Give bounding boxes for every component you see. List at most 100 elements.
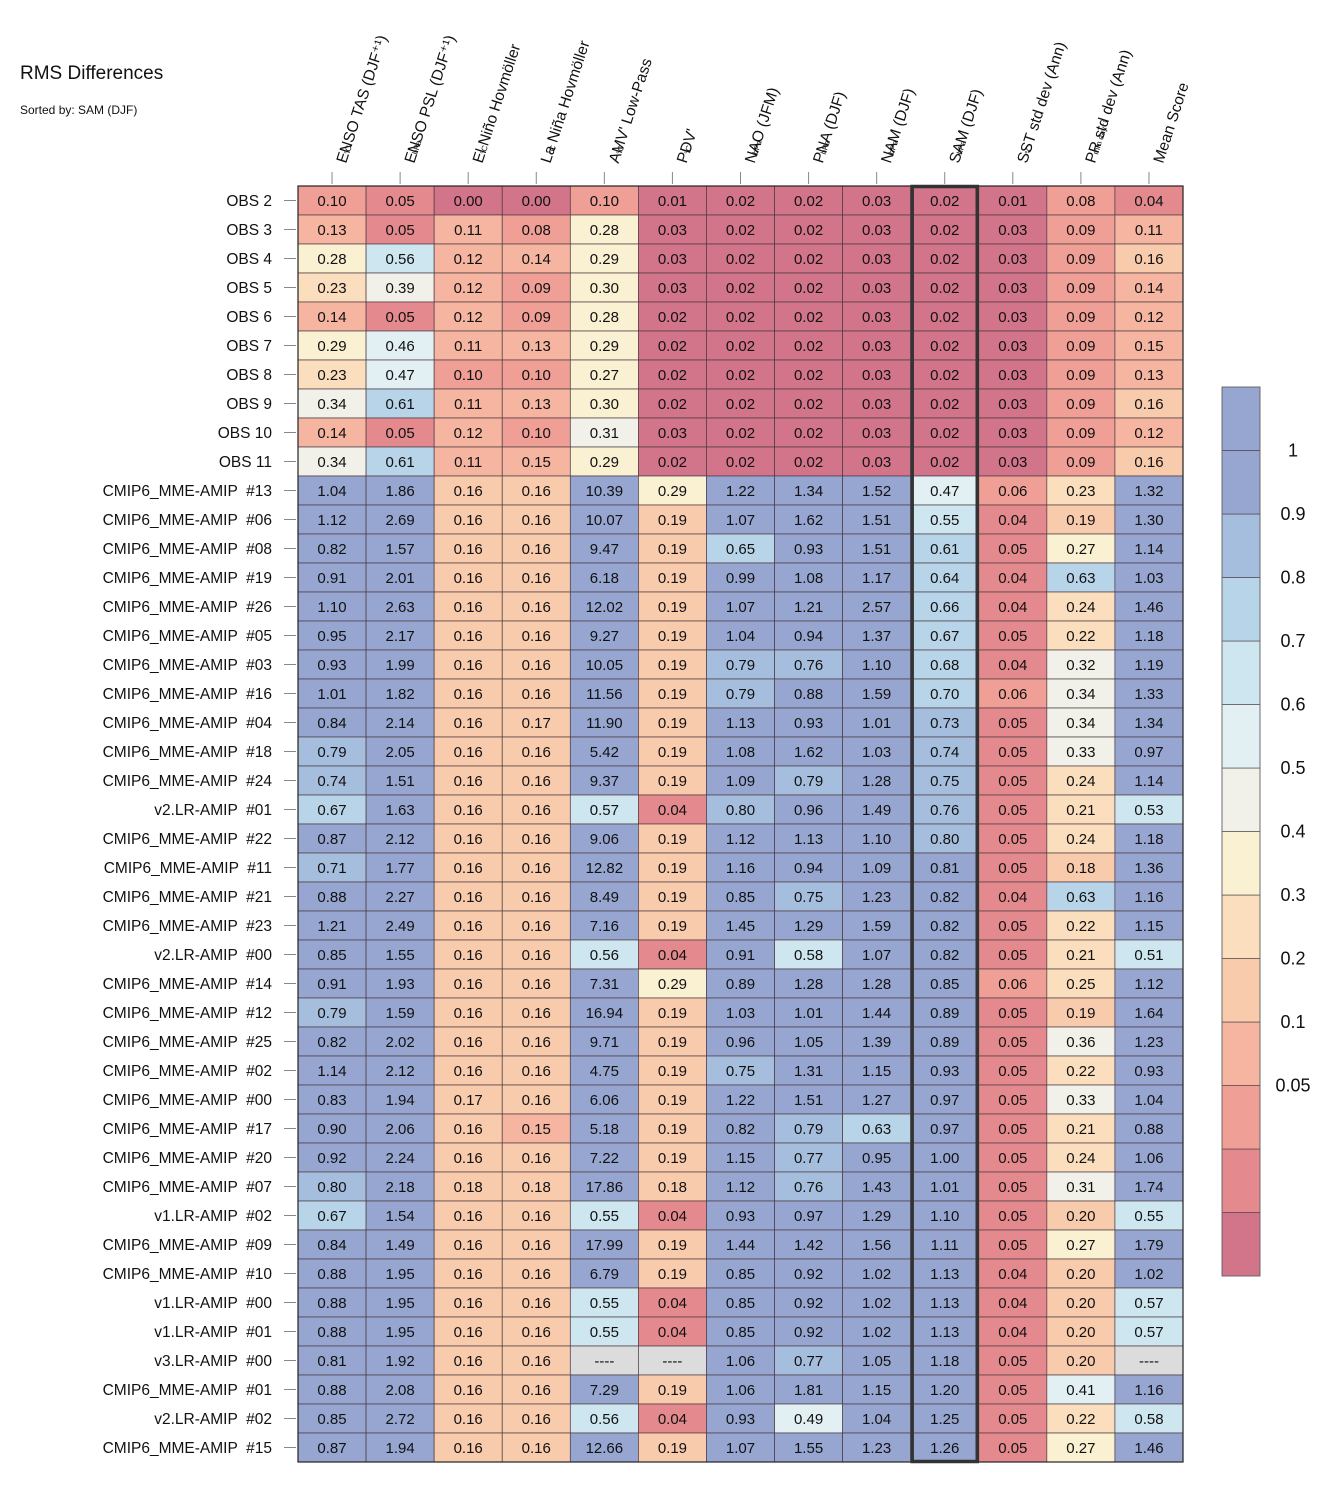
heatmap-cell — [910, 1084, 980, 1115]
cell-value-label: 1.46 — [1134, 599, 1163, 616]
cell-value-label: 0.28 — [590, 309, 619, 326]
cell-value-label: 10.05 — [586, 657, 624, 674]
cell-value-label: 0.19 — [658, 1121, 687, 1138]
heatmap-cell — [1114, 1432, 1184, 1463]
cell-value-label: 0.19 — [658, 657, 687, 674]
cell-value-label: 1.59 — [862, 918, 891, 935]
cell-value-label: 0.90 — [317, 1121, 346, 1138]
heatmap-cell — [842, 1403, 912, 1434]
cell-value-label: 1.13 — [794, 831, 823, 848]
heatmap-cell — [1114, 1345, 1184, 1376]
heatmap-cell — [1114, 881, 1184, 912]
cell-value-label: 0.15 — [1134, 338, 1163, 355]
heatmap-cell — [297, 591, 367, 622]
heatmap-cell — [297, 765, 367, 796]
cell-value-label: 0.28 — [317, 251, 346, 268]
cell-value-label: 0.05 — [998, 860, 1027, 877]
cell-value-label: 0.05 — [998, 1382, 1027, 1399]
cell-value-label: 0.16 — [454, 1034, 483, 1051]
cell-value-label: 0.25 — [1066, 976, 1095, 993]
heatmap-cell — [433, 1142, 503, 1173]
cell-value-label: 1.44 — [726, 1237, 755, 1254]
cell-value-label: 2.14 — [386, 715, 415, 732]
heatmap-cell — [1114, 1026, 1184, 1057]
heatmap-cell — [842, 504, 912, 535]
heatmap-cell — [978, 359, 1048, 390]
cell-value-label: 0.16 — [522, 1237, 551, 1254]
cell-value-label: 0.74 — [317, 773, 346, 790]
heatmap-cell — [1114, 968, 1184, 999]
cell-value-label: 1.51 — [862, 541, 891, 558]
cell-value-label: 0.05 — [998, 1237, 1027, 1254]
cell-value-label: 0.88 — [1134, 1121, 1163, 1138]
heatmap-cell — [978, 214, 1048, 245]
heatmap-cell — [297, 1287, 367, 1318]
cell-value-label: 0.96 — [726, 1034, 755, 1051]
heatmap-cell — [774, 1432, 843, 1463]
heatmap-cell — [1046, 446, 1116, 477]
heatmap-cell — [842, 620, 912, 651]
cell-value-label: 0.03 — [998, 454, 1027, 471]
cell-value-label: 0.16 — [522, 657, 551, 674]
row-label: CMIP6_MME-AMIP #11 — [104, 860, 272, 877]
heatmap-cell — [433, 1084, 503, 1115]
heatmap-cell — [569, 1403, 639, 1434]
heatmap-cell — [569, 939, 639, 970]
cell-value-label: 0.74 — [930, 744, 959, 761]
sorted-column-highlight — [910, 184, 980, 1464]
heatmap-cell — [706, 620, 775, 651]
cell-value-label: 0.05 — [998, 1208, 1027, 1225]
cell-value-label: 0.03 — [862, 367, 891, 384]
cell-value-label: 0.21 — [1066, 947, 1095, 964]
row-label: CMIP6_MME-AMIP #15 — [103, 1440, 272, 1457]
cell-value-label: 1.06 — [726, 1382, 755, 1399]
heatmap-cell — [569, 417, 639, 448]
heatmap-cell — [433, 1432, 503, 1463]
cell-value-label: 0.19 — [658, 1150, 687, 1167]
heatmap-cell — [1114, 591, 1184, 622]
heatmap-cell — [501, 1345, 571, 1376]
cell-value-label: 0.19 — [658, 831, 687, 848]
heatmap-cell — [365, 1171, 435, 1202]
cell-value-label: 0.05 — [998, 1411, 1027, 1428]
heatmap-cell — [433, 707, 503, 738]
heatmap-cell — [1114, 446, 1184, 477]
cell-value-label: 0.13 — [522, 338, 551, 355]
heatmap-cell — [433, 1229, 503, 1260]
column-header-label: Mean Score — [1151, 80, 1193, 165]
cell-value-label: 0.19 — [658, 1440, 687, 1457]
cell-value-label: 1.26 — [930, 1440, 959, 1457]
heatmap-cell — [842, 649, 912, 680]
heatmap-cell — [569, 881, 639, 912]
cell-value-label: 1.13 — [930, 1324, 959, 1341]
cell-value-label: 1.14 — [1134, 773, 1163, 790]
colorbar-swatch — [1221, 1021, 1261, 1086]
cell-value-label: 0.02 — [930, 425, 959, 442]
cell-value-label: 1.94 — [386, 1440, 415, 1457]
cell-value-label: 1.10 — [862, 657, 891, 674]
cell-value-label: 0.03 — [998, 367, 1027, 384]
cell-value-label: 12.82 — [586, 860, 624, 877]
cell-value-label: 1.16 — [1134, 1382, 1163, 1399]
colorbar-swatch — [1221, 1085, 1261, 1150]
cell-value-label: 1.11 — [931, 1237, 959, 1254]
colorbar-swatch — [1221, 1212, 1261, 1277]
heatmap-cell — [1046, 765, 1116, 796]
cell-value-label: 0.04 — [658, 1208, 687, 1225]
cell-value-label: 0.02 — [794, 425, 823, 442]
cell-value-label: 0.16 — [454, 1063, 483, 1080]
cell-value-label: 0.16 — [454, 773, 483, 790]
heatmap-cell — [1046, 1374, 1116, 1405]
cell-value-label: 0.05 — [998, 1092, 1027, 1109]
row-label: v2.LR-AMIP #00 — [154, 947, 272, 964]
cell-value-label: 0.17 — [522, 715, 551, 732]
cell-value-label: 0.03 — [998, 280, 1027, 297]
heatmap-cell — [774, 243, 843, 274]
cell-value-label: 0.21 — [1066, 1121, 1095, 1138]
cell-value-label: 0.16 — [454, 570, 483, 587]
heatmap-cell — [501, 620, 571, 651]
heatmap-cell — [365, 997, 435, 1028]
cell-value-label: 0.77 — [794, 1353, 823, 1370]
cell-value-label: 2.57 — [862, 599, 891, 616]
heatmap-cell — [569, 243, 639, 274]
